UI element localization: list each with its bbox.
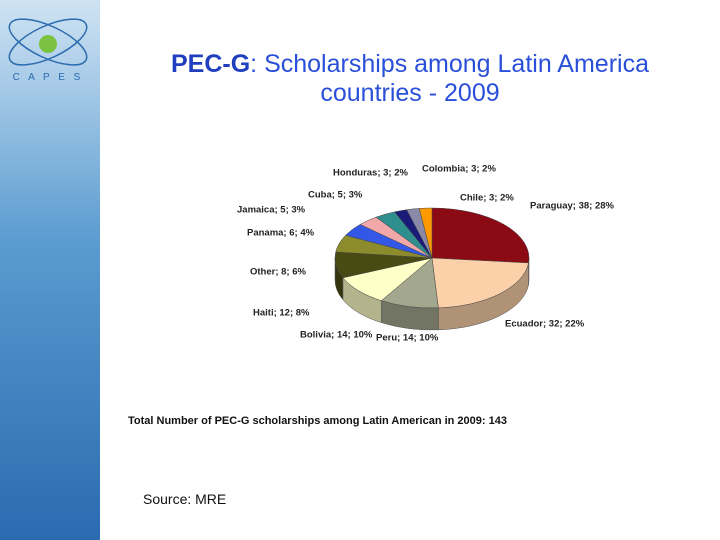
source: Source: MRE — [143, 491, 226, 507]
data-label: Colombia; 3; 2% — [422, 164, 496, 175]
data-label: Peru; 14; 10% — [376, 333, 439, 344]
data-label: Honduras; 3; 2% — [333, 168, 409, 179]
logo-icon — [8, 18, 88, 66]
data-label: Bolivia; 14; 10% — [300, 330, 373, 341]
data-label: Ecuador; 32; 22% — [505, 319, 585, 330]
chart-title: PEC-G: Scholarships among Latin America … — [130, 50, 690, 108]
pie-slice — [418, 207, 433, 259]
data-label: Jamaica; 5; 3% — [237, 205, 306, 216]
sidebar — [0, 0, 100, 540]
logo-text: C A P E S — [13, 72, 84, 83]
title-lead: PEC-G — [170, 50, 251, 78]
data-label: Panama; 6; 4% — [247, 228, 315, 239]
data-label: Paraguay; 38; 28% — [530, 201, 615, 212]
pie-slice — [431, 207, 530, 264]
pie-slice — [431, 257, 529, 309]
data-label: Other; 8; 6% — [250, 267, 307, 278]
annotation: Total Number of PEC-G scholarships among… — [128, 415, 507, 427]
title-text: : Scholarships among Latin America count… — [250, 50, 649, 107]
data-label: Chile; 3; 2% — [460, 193, 514, 204]
data-label: Cuba; 5; 3% — [308, 190, 363, 201]
data-label: Haiti; 12; 8% — [253, 308, 310, 319]
